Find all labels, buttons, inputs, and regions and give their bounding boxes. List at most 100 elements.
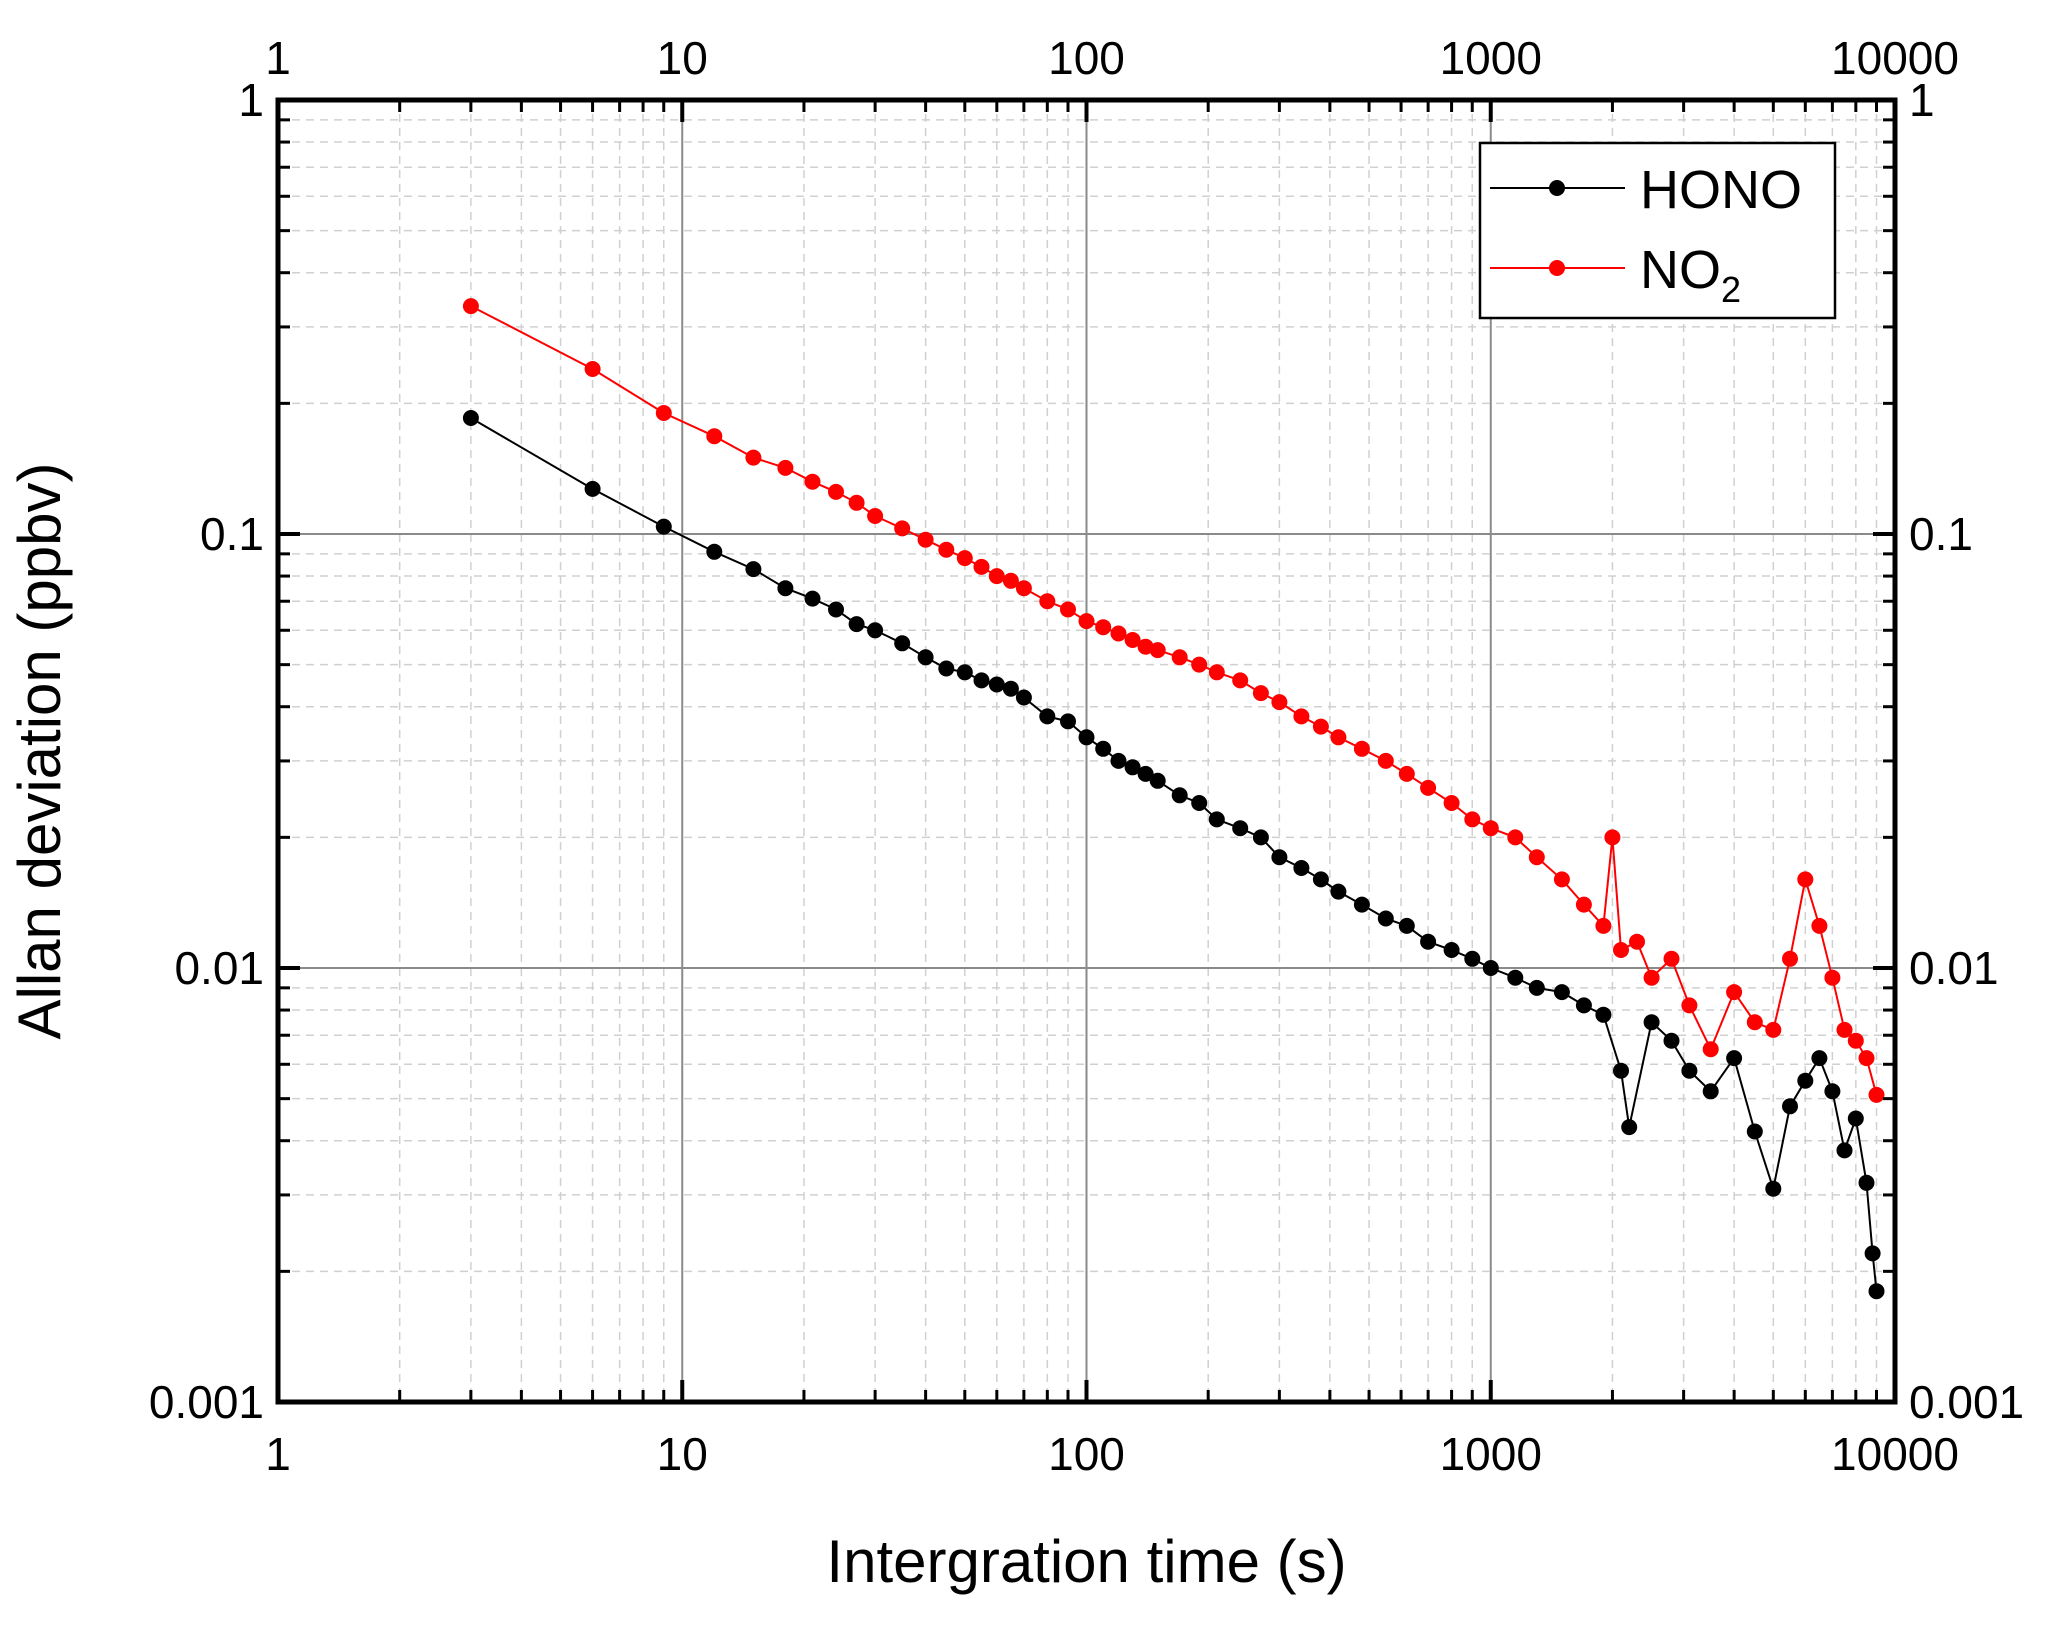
data-point-no2: [1039, 593, 1056, 610]
data-point-no2: [1575, 896, 1592, 913]
data-point-no2: [1464, 811, 1481, 828]
data-point-hono: [1464, 950, 1481, 967]
data-point-hono: [1353, 896, 1370, 913]
x-axis-title: Intergration time (s): [826, 1528, 1346, 1595]
data-point-no2: [1252, 685, 1269, 702]
data-point-no2: [1377, 752, 1394, 769]
data-point-hono: [1553, 984, 1570, 1001]
data-point-no2: [1095, 619, 1112, 636]
data-point-hono: [1137, 765, 1154, 782]
x-tick-label-top: 10: [657, 32, 708, 84]
data-point-hono: [1782, 1098, 1798, 1115]
data-point-hono: [1208, 811, 1225, 828]
x-tick-label-top: 10000: [1831, 32, 1959, 84]
x-tick-label-bottom: 100: [1048, 1428, 1125, 1480]
data-point-no2: [1595, 917, 1612, 934]
data-point-no2: [1191, 656, 1208, 673]
data-point-hono: [1232, 820, 1249, 837]
data-point-hono: [462, 410, 479, 426]
data-point-no2: [1726, 984, 1743, 1001]
data-point-no2: [1824, 969, 1841, 986]
data-point-hono: [1663, 1032, 1680, 1049]
data-point-no2: [917, 531, 934, 548]
x-tick-label-top: 1: [265, 32, 291, 84]
data-point-hono: [1293, 860, 1310, 876]
data-point-hono: [1078, 729, 1095, 746]
data-point-no2: [1836, 1021, 1853, 1038]
legend-label: HONO: [1640, 160, 1802, 220]
data-point-no2: [1765, 1021, 1782, 1038]
data-point-no2: [655, 405, 672, 421]
data-point-hono: [828, 601, 844, 618]
data-point-no2: [1553, 871, 1570, 888]
data-point-hono: [1398, 917, 1415, 934]
legend-marker: [1549, 260, 1565, 276]
data-point-no2: [1208, 664, 1225, 681]
data-point-hono: [1765, 1180, 1782, 1197]
data-point-hono: [1621, 1119, 1638, 1136]
data-point-no2: [894, 520, 911, 537]
data-point-hono: [1420, 933, 1437, 950]
data-point-no2: [938, 541, 955, 558]
data-point-no2: [1604, 829, 1621, 846]
x-tick-label-top: 100: [1048, 32, 1125, 84]
data-point-no2: [956, 550, 973, 567]
data-point-no2: [1353, 740, 1370, 757]
data-point-no2: [1149, 642, 1166, 659]
data-point-hono: [867, 622, 884, 639]
y-tick-label-left: 0.01: [174, 942, 264, 994]
data-point-hono: [1858, 1174, 1875, 1191]
data-point-no2: [988, 568, 1005, 585]
data-point-hono: [1110, 752, 1127, 769]
legend-box: [1478, 141, 1837, 320]
data-point-no2: [973, 558, 990, 575]
data-point-hono: [745, 561, 762, 578]
data-point-no2: [828, 483, 844, 500]
data-point-hono: [1797, 1072, 1814, 1089]
data-point-no2: [1702, 1041, 1719, 1058]
data-point-hono: [655, 518, 672, 535]
data-point-no2: [1312, 718, 1329, 735]
legend-marker: [1549, 180, 1565, 196]
data-point-no2: [1015, 580, 1032, 597]
y-tick-label-right: 1: [1909, 74, 1935, 126]
data-point-hono: [584, 480, 601, 497]
data-point-hono: [956, 664, 973, 681]
data-point-no2: [1681, 997, 1698, 1014]
data-point-no2: [1124, 632, 1141, 648]
data-point-no2: [1398, 765, 1415, 782]
data-point-hono: [1330, 883, 1347, 900]
series-hono: [462, 410, 1885, 1300]
data-point-hono: [1613, 1062, 1629, 1079]
y-axis-title: Allan deviation (ppbv): [6, 462, 73, 1039]
y-tick-label-right: 0.001: [1909, 1376, 2024, 1428]
data-point-hono: [973, 672, 990, 689]
x-tick-label-top: 1000: [1440, 32, 1542, 84]
data-point-hono: [1124, 759, 1141, 776]
data-point-hono: [1864, 1245, 1881, 1262]
data-point-hono: [1824, 1083, 1841, 1100]
y-tick-label-left: 0.001: [149, 1376, 264, 1428]
data-point-hono: [1015, 689, 1032, 706]
data-point-no2: [462, 298, 479, 315]
data-point-hono: [848, 616, 865, 633]
y-tick-label-right: 0.01: [1909, 942, 1999, 994]
data-point-hono: [706, 543, 723, 560]
data-point-hono: [1595, 1006, 1612, 1023]
data-point-no2: [1060, 601, 1076, 618]
data-point-hono: [938, 660, 955, 677]
plot-data: [462, 298, 1885, 1300]
x-tick-label-bottom: 10000: [1831, 1428, 1959, 1480]
data-point-no2: [1797, 871, 1814, 888]
data-point-no2: [1443, 795, 1460, 811]
data-point-no2: [1629, 933, 1645, 950]
data-point-no2: [1078, 613, 1095, 630]
data-point-hono: [1847, 1110, 1864, 1127]
legend-label-subscript: 2: [1721, 269, 1741, 310]
data-point-hono: [1643, 1014, 1660, 1031]
data-point-no2: [1002, 572, 1019, 589]
y-tick-label-left: 0.1: [200, 508, 264, 560]
data-point-hono: [1811, 1050, 1828, 1067]
